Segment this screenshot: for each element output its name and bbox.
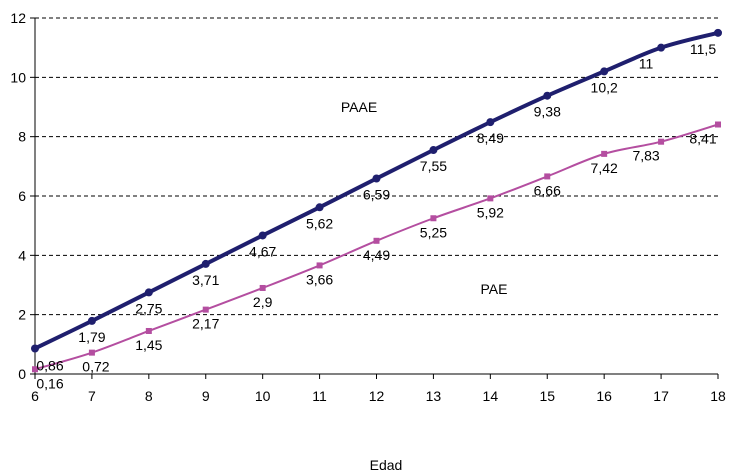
- data-label-pae-18: 8,41: [689, 131, 716, 147]
- y-tick-label-6: 6: [18, 188, 26, 204]
- x-tick-label-12: 12: [369, 388, 385, 404]
- point-pae-18: [715, 121, 721, 128]
- grid-lines: [35, 17, 718, 316]
- data-label-paae-14: 8,49: [477, 130, 504, 146]
- point-paae-13: [429, 146, 438, 155]
- point-paae-15: [543, 91, 552, 100]
- point-pae-15: [544, 173, 551, 180]
- point-paae-8: [144, 288, 153, 297]
- point-pae-6: [32, 366, 38, 373]
- data-label-pae-17: 7,83: [632, 148, 659, 164]
- x-tick-label-13: 13: [426, 388, 442, 404]
- point-paae-12: [372, 174, 381, 183]
- data-label-paae-17: 11: [639, 56, 654, 72]
- data-labels: 0,86 1,79 2,75 3,71 4,67 5,62 6,59 7,55 8,49 9,38…: [36, 41, 716, 391]
- point-paae-14: [486, 118, 495, 127]
- point-pae-10: [259, 284, 266, 291]
- point-paae-10: [258, 231, 267, 240]
- data-label-pae-6: 0,16: [36, 375, 63, 391]
- x-tick-label-8: 8: [145, 388, 153, 404]
- data-label-paae-6: 0,86: [36, 357, 63, 373]
- series-label-paae: PAAE: [341, 99, 377, 115]
- x-tick-label-6: 6: [31, 388, 39, 404]
- data-label-paae-12: 6,59: [363, 186, 390, 202]
- data-label-paae-11: 5,62: [306, 215, 333, 231]
- y-tick-label-4: 4: [18, 247, 26, 263]
- axes: [30, 17, 719, 379]
- x-tick-label-15: 15: [539, 388, 555, 404]
- data-label-paae-9: 3,71: [192, 272, 219, 288]
- point-pae-9: [202, 306, 209, 313]
- point-paae-9: [201, 259, 210, 268]
- data-label-pae-9: 2,17: [192, 316, 219, 332]
- data-label-pae-12: 4,49: [363, 247, 390, 263]
- point-paae-17: [657, 43, 666, 52]
- point-paae-11: [315, 203, 324, 212]
- x-tick-label-7: 7: [88, 388, 96, 404]
- x-tick-label-18: 18: [710, 388, 726, 404]
- data-label-paae-7: 1,79: [78, 329, 105, 345]
- point-pae-8: [145, 327, 152, 334]
- tick-labels: 0 2 4 6 8 10 12 6 7 8 9 10 11 12 13 14 15 16 17 18: [10, 10, 726, 404]
- data-label-paae-8: 2,75: [135, 300, 162, 316]
- x-tick-label-9: 9: [202, 388, 210, 404]
- data-label-pae-11: 3,66: [306, 271, 333, 287]
- point-pae-13: [430, 215, 437, 222]
- data-label-paae-15: 9,38: [534, 104, 561, 120]
- data-label-pae-8: 1,45: [135, 337, 162, 353]
- data-label-pae-15: 6,66: [534, 182, 561, 198]
- point-paae-16: [600, 67, 609, 76]
- point-pae-14: [487, 195, 494, 202]
- series-group: [31, 28, 722, 373]
- x-tick-label-17: 17: [653, 388, 669, 404]
- point-pae-12: [373, 237, 380, 244]
- data-label-paae-16: 10,2: [591, 79, 618, 95]
- point-pae-16: [601, 150, 608, 157]
- data-label-paae-10: 4,67: [249, 243, 276, 259]
- data-label-pae-14: 5,92: [477, 204, 504, 220]
- data-label-paae-18: 11,5: [690, 41, 716, 57]
- point-paae-18: [714, 28, 722, 37]
- point-pae-17: [658, 138, 665, 145]
- y-tick-label-2: 2: [18, 307, 26, 323]
- data-label-pae-13: 5,25: [420, 224, 447, 240]
- x-tick-label-16: 16: [596, 388, 612, 404]
- data-label-pae-10: 2,9: [253, 294, 273, 310]
- data-label-paae-13: 7,55: [420, 158, 447, 174]
- point-paae-7: [87, 316, 96, 325]
- data-label-pae-7: 0,72: [82, 359, 109, 375]
- y-tick-label-12: 12: [10, 10, 26, 26]
- x-axis-title: Edad: [370, 457, 403, 473]
- point-pae-7: [88, 349, 95, 356]
- point-paae-6: [31, 344, 39, 353]
- x-tick-label-14: 14: [483, 388, 499, 404]
- data-label-pae-16: 7,42: [591, 160, 618, 176]
- point-pae-11: [316, 262, 323, 269]
- y-tick-label-0: 0: [18, 366, 26, 382]
- y-tick-label-10: 10: [10, 69, 26, 85]
- series-label-pae: PAE: [481, 281, 508, 297]
- x-tick-label-11: 11: [312, 388, 327, 404]
- y-tick-label-8: 8: [18, 129, 26, 145]
- x-tick-label-10: 10: [255, 388, 271, 404]
